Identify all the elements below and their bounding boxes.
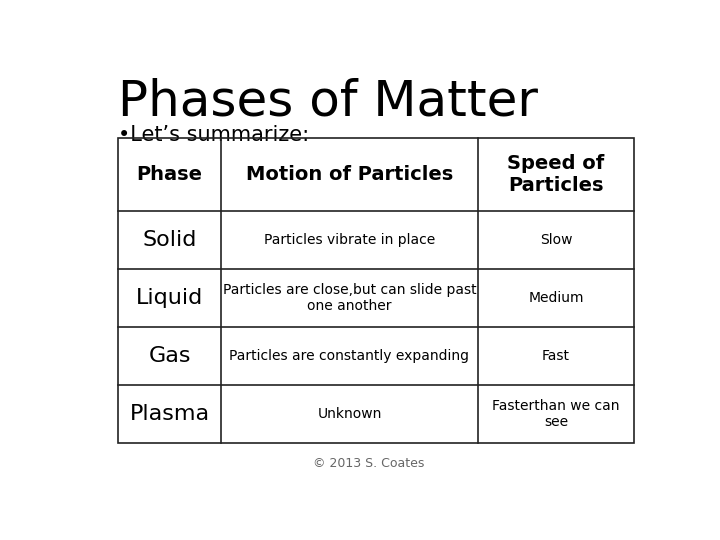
Text: Phase: Phase — [137, 165, 202, 184]
Text: •Let’s summarize:: •Let’s summarize: — [118, 125, 309, 145]
Text: Particles are constantly expanding: Particles are constantly expanding — [230, 349, 469, 363]
Text: Speed of
Particles: Speed of Particles — [508, 154, 605, 195]
Text: Particles are close,but can slide past
one another: Particles are close,but can slide past o… — [222, 283, 477, 313]
Text: Gas: Gas — [148, 346, 191, 366]
Text: Fasterthan we can
see: Fasterthan we can see — [492, 399, 620, 429]
Text: Slow: Slow — [540, 233, 572, 247]
Text: Plasma: Plasma — [130, 404, 210, 424]
Bar — [118, 138, 634, 443]
Text: © 2013 S. Coates: © 2013 S. Coates — [313, 457, 425, 470]
Text: Phases of Matter: Phases of Matter — [118, 77, 538, 125]
Text: Liquid: Liquid — [136, 288, 203, 308]
Text: Motion of Particles: Motion of Particles — [246, 165, 453, 184]
Text: Unknown: Unknown — [318, 407, 382, 421]
Text: Solid: Solid — [143, 230, 197, 250]
Text: Particles vibrate in place: Particles vibrate in place — [264, 233, 435, 247]
Text: Fast: Fast — [542, 349, 570, 363]
Text: Medium: Medium — [528, 291, 584, 305]
